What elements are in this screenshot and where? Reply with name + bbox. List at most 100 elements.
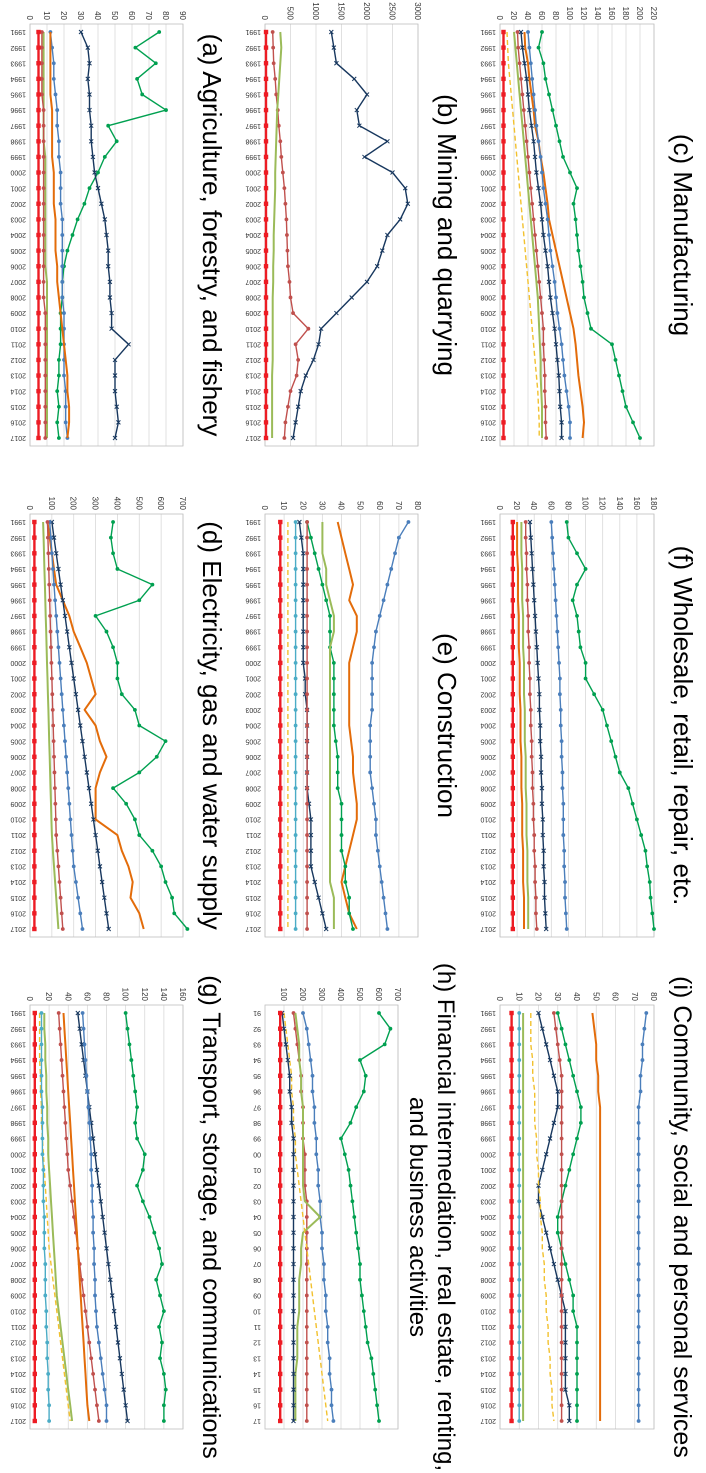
- data-point: [96, 1419, 101, 1423]
- data-point: [542, 373, 547, 378]
- y-tick-label: 600: [374, 988, 383, 1002]
- data-point: [49, 645, 53, 650]
- data-point: [285, 233, 289, 237]
- data-point: [36, 420, 41, 425]
- data-point: [40, 1105, 45, 1110]
- panel-f-series-5: [520, 522, 530, 929]
- data-point: [32, 566, 37, 572]
- data-point: [541, 232, 546, 238]
- data-point: [263, 435, 269, 441]
- data-point: [291, 1183, 296, 1188]
- y-tick-label: 160: [607, 7, 616, 21]
- data-point: [339, 1136, 343, 1141]
- data-point: [43, 1262, 48, 1266]
- data-point: [161, 1403, 166, 1408]
- panel-g-title: (g) Transport, storage, and communicatio…: [197, 975, 225, 1459]
- data-point: [510, 598, 516, 603]
- data-point: [105, 263, 111, 269]
- data-point: [40, 1136, 45, 1141]
- data-point: [68, 817, 73, 822]
- data-point: [163, 880, 168, 884]
- data-point: [636, 1183, 641, 1188]
- data-point: [553, 341, 559, 347]
- x-tick-label: 2016: [10, 419, 26, 426]
- data-point: [570, 598, 575, 603]
- data-point: [47, 582, 52, 587]
- data-point: [304, 1387, 309, 1392]
- data-point: [517, 1120, 522, 1125]
- data-point: [61, 1089, 66, 1094]
- x-tick-label: 1996: [480, 106, 496, 113]
- x-tick-label: 1995: [10, 1072, 26, 1079]
- data-point: [291, 1387, 296, 1392]
- data-point: [321, 1277, 326, 1282]
- data-point: [551, 1261, 557, 1267]
- data-point: [331, 45, 337, 50]
- data-point: [312, 1105, 317, 1110]
- data-point: [45, 1356, 50, 1361]
- x-tick-label: 2003: [10, 216, 26, 223]
- data-point: [509, 1418, 514, 1424]
- data-point: [116, 420, 121, 425]
- panel-i-series-9: [509, 1010, 514, 1424]
- data-point: [65, 1152, 70, 1157]
- data-point: [81, 1026, 86, 1031]
- data-point: [43, 342, 48, 347]
- x-tick-label: 1992: [10, 44, 26, 51]
- x-tick-label: 1998: [480, 1119, 496, 1126]
- data-point: [636, 1246, 641, 1251]
- data-point: [278, 613, 283, 619]
- data-point: [585, 311, 590, 315]
- data-point: [102, 217, 108, 222]
- y-tick-label: 0: [260, 506, 269, 511]
- data-point: [383, 911, 388, 916]
- x-tick-label: 2015: [10, 403, 26, 410]
- data-point: [542, 895, 547, 901]
- data-point: [32, 1246, 37, 1251]
- data-point: [563, 1387, 568, 1392]
- x-tick-label: 1992: [480, 1025, 496, 1032]
- y-tick-label: 120: [140, 988, 149, 1002]
- data-point: [56, 645, 61, 650]
- x-tick-label: 2016: [10, 1401, 26, 1408]
- data-point: [530, 566, 535, 572]
- data-point: [129, 1058, 134, 1062]
- data-point: [385, 232, 390, 238]
- x-tick-label: 2010: [480, 816, 496, 823]
- data-point: [531, 597, 537, 603]
- data-point: [517, 1262, 522, 1266]
- x-tick-label: 2000: [10, 1150, 26, 1157]
- data-point: [517, 1136, 522, 1141]
- data-point: [164, 108, 168, 112]
- y-tick-label: 0: [495, 16, 504, 21]
- data-point: [106, 926, 112, 932]
- data-point: [636, 1309, 641, 1314]
- data-point: [308, 1058, 313, 1062]
- data-point: [370, 676, 374, 681]
- data-point: [568, 436, 572, 440]
- x-tick-label: 2003: [480, 706, 496, 713]
- data-point: [32, 723, 37, 728]
- data-point: [510, 676, 516, 681]
- data-point: [509, 1167, 514, 1173]
- data-point: [523, 520, 528, 524]
- data-point: [559, 1105, 564, 1110]
- data-point: [306, 326, 311, 331]
- data-point: [44, 1324, 49, 1329]
- data-point: [92, 1246, 96, 1251]
- series-line: [294, 1012, 322, 1421]
- y-tick-label: 80: [563, 501, 572, 510]
- data-point: [133, 45, 138, 50]
- data-point: [636, 1372, 641, 1376]
- data-point: [90, 1136, 96, 1141]
- data-point: [32, 707, 37, 713]
- x-tick-label: 93: [253, 1041, 261, 1048]
- data-point: [102, 1230, 107, 1236]
- x-tick-label: 2005: [245, 247, 261, 254]
- data-point: [501, 201, 506, 206]
- data-point: [140, 1199, 145, 1204]
- data-point: [554, 295, 558, 300]
- data-point: [555, 357, 560, 363]
- panel-c-series-4: [518, 29, 564, 441]
- data-point: [630, 801, 635, 806]
